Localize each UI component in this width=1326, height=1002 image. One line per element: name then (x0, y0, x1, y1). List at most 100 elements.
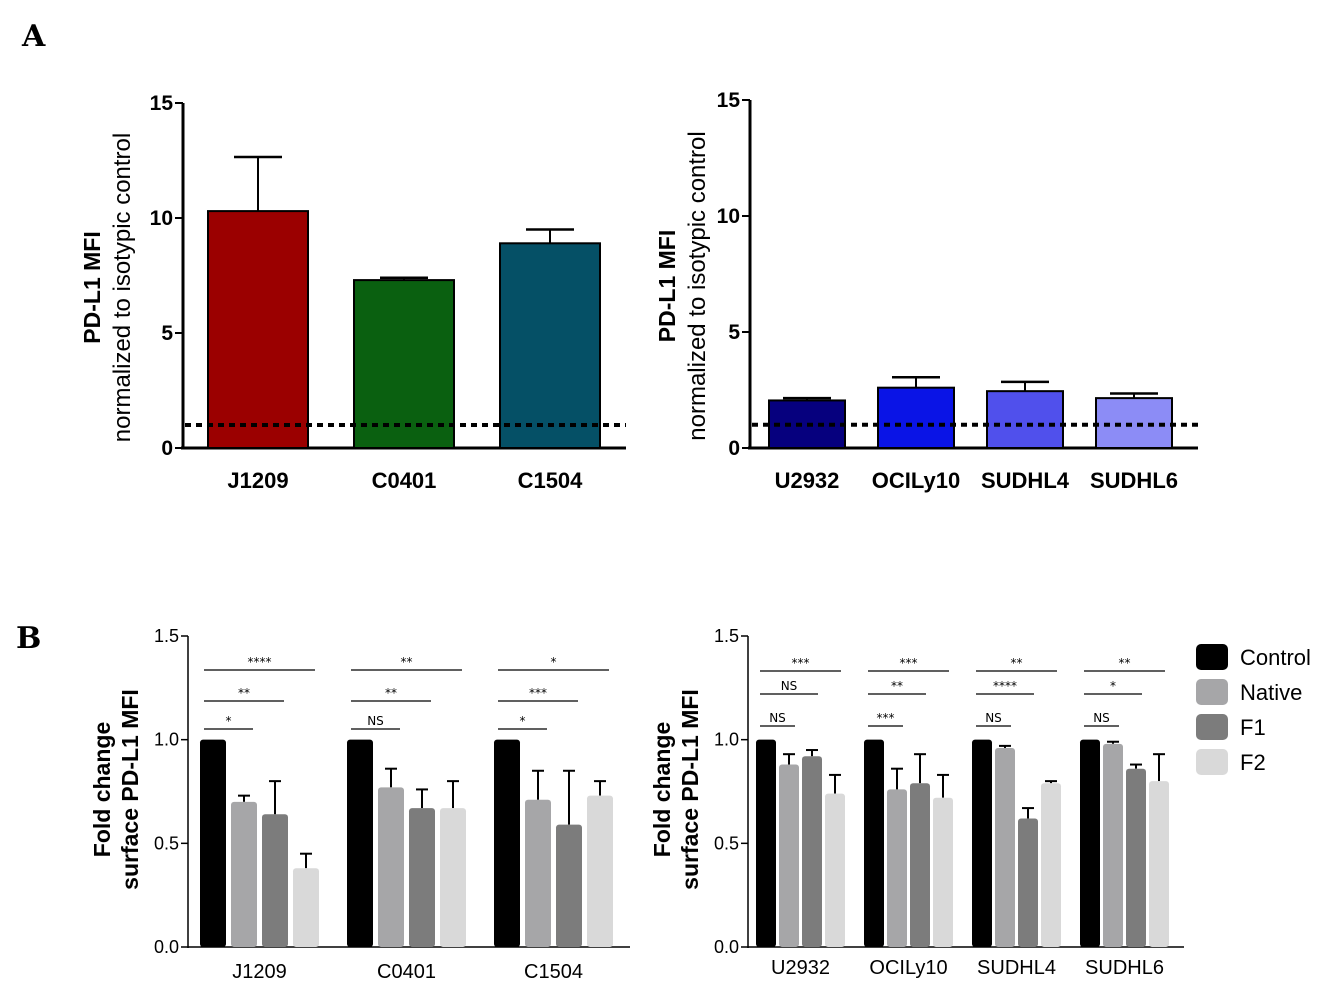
significance-label: * (226, 714, 232, 728)
category-label: U2932 (771, 957, 830, 979)
y-tick-label: 1.5 (154, 626, 179, 646)
bar-control (494, 739, 520, 947)
bar-native (378, 787, 404, 947)
significance-label: ** (238, 686, 250, 700)
significance-label: NS (985, 711, 1002, 725)
significance-label: *** (792, 656, 810, 670)
y-axis-label: PD-L1 MFI normalized to isotypic control (654, 131, 711, 440)
bar-f1 (1018, 818, 1038, 947)
y-axis-label-line2: normalized to isotypic control (109, 133, 136, 442)
bar-f2 (587, 795, 613, 947)
significance-label: ** (891, 679, 903, 693)
category-label: C1504 (524, 961, 583, 983)
category-label: OCILy10 (872, 468, 960, 493)
y-tick-label: 0.5 (154, 833, 179, 853)
bar-native (779, 764, 799, 947)
significance-label: NS (781, 679, 798, 693)
bar-native (1103, 743, 1123, 947)
category-label: J1209 (227, 468, 288, 493)
category-label: C0401 (372, 468, 437, 493)
significance-label: *** (529, 686, 547, 700)
legend-swatch-f2 (1196, 749, 1228, 775)
significance-label: *** (877, 711, 895, 725)
bar-f2 (1149, 781, 1169, 947)
bar-f1 (409, 808, 435, 947)
y-tick-label: 15 (150, 92, 174, 115)
chart-b-patient-lines: 0.00.51.01.5J1209*******C0401NS****C1504… (89, 626, 630, 983)
legend-label-f2: F2 (1240, 750, 1266, 775)
significance-label: *** (900, 656, 918, 670)
significance-label: NS (1093, 711, 1110, 725)
significance-label: **** (248, 655, 272, 669)
category-label: J1209 (232, 961, 287, 983)
y-tick-label: 0 (161, 437, 173, 460)
significance-label: ** (385, 686, 397, 700)
y-tick-label: 5 (728, 321, 740, 344)
bar-f1 (802, 756, 822, 947)
y-axis-label-line1: PD-L1 MFI (654, 230, 680, 342)
significance-label: * (1110, 679, 1116, 693)
y-axis-label-line2: normalized to isotypic control (684, 131, 711, 440)
bar-native (887, 789, 907, 947)
category-label: C0401 (377, 961, 436, 983)
significance-label: * (551, 655, 557, 669)
bar-control (972, 739, 992, 947)
bar-control (756, 739, 776, 947)
category-label: SUDHL6 (1090, 468, 1178, 493)
bar (207, 210, 309, 449)
y-axis-label-line1: Fold change (649, 722, 675, 857)
significance-label: ** (1011, 656, 1023, 670)
legend-label-f1: F1 (1240, 715, 1266, 740)
y-tick-label: 1.0 (714, 730, 739, 750)
bar-control (347, 739, 373, 947)
y-tick-label: 0.0 (714, 937, 739, 957)
bar-f1 (262, 814, 288, 947)
bar-f2 (825, 793, 845, 947)
legend-swatch-f1 (1196, 714, 1228, 740)
bar-f2 (440, 808, 466, 947)
significance-label: **** (993, 679, 1017, 693)
significance-label: ** (401, 655, 413, 669)
chart-a-cell-lines: 0 5 10 15 U2932 OCILy10 SUDHL4 SUDHL6 PD-L1 MFI n… (654, 89, 1198, 493)
legend-label-native: Native (1240, 680, 1302, 705)
bar-control (864, 739, 884, 947)
bar (353, 279, 455, 449)
y-axis-label-line2: surface PD-L1 MFI (677, 689, 703, 890)
bar-f1 (910, 783, 930, 947)
y-axis-label-line1: PD-L1 MFI (79, 231, 105, 343)
y-tick-label: 10 (717, 205, 740, 228)
bar-native (995, 747, 1015, 947)
y-axis-label: Fold changesurface PD-L1 MFI (649, 689, 703, 890)
significance-label: ** (1119, 656, 1131, 670)
significance-label: NS (769, 711, 786, 725)
category-label: U2932 (775, 468, 840, 493)
chart-b-cell-lines: 0.00.51.01.5U2932NSNS***OCILy10********S… (649, 626, 1184, 979)
significance-label: NS (367, 714, 384, 728)
legend: Control Native F1 F2 (1196, 644, 1311, 775)
bar-f1 (1126, 768, 1146, 947)
legend-label-control: Control (1240, 645, 1311, 670)
bar-native (231, 801, 257, 947)
bar (499, 242, 601, 449)
category-label: C1504 (518, 468, 584, 493)
legend-swatch-control (1196, 644, 1228, 670)
bar-native (525, 799, 551, 947)
y-axis-label-line2: surface PD-L1 MFI (117, 689, 143, 890)
bar (877, 386, 955, 449)
y-tick-label: 10 (150, 207, 173, 230)
bar-control (200, 739, 226, 947)
chart-a-patient-lines: 0 5 10 15 J1209 C0401 C1504 PD-L1 MFI normalized… (79, 92, 626, 493)
y-axis-label: Fold changesurface PD-L1 MFI (89, 689, 143, 890)
category-label: SUDHL6 (1085, 957, 1164, 979)
bar-f2 (933, 797, 953, 947)
y-tick-label: 15 (717, 89, 741, 112)
bar (986, 390, 1064, 450)
bar-f1 (556, 824, 582, 947)
y-tick-label: 1.5 (714, 626, 739, 646)
y-tick-label: 1.0 (154, 730, 179, 750)
y-tick-label: 0.0 (154, 937, 179, 957)
legend-swatch-native (1196, 679, 1228, 705)
bar-f2 (293, 868, 319, 947)
panel-letter-a: A (21, 19, 46, 54)
